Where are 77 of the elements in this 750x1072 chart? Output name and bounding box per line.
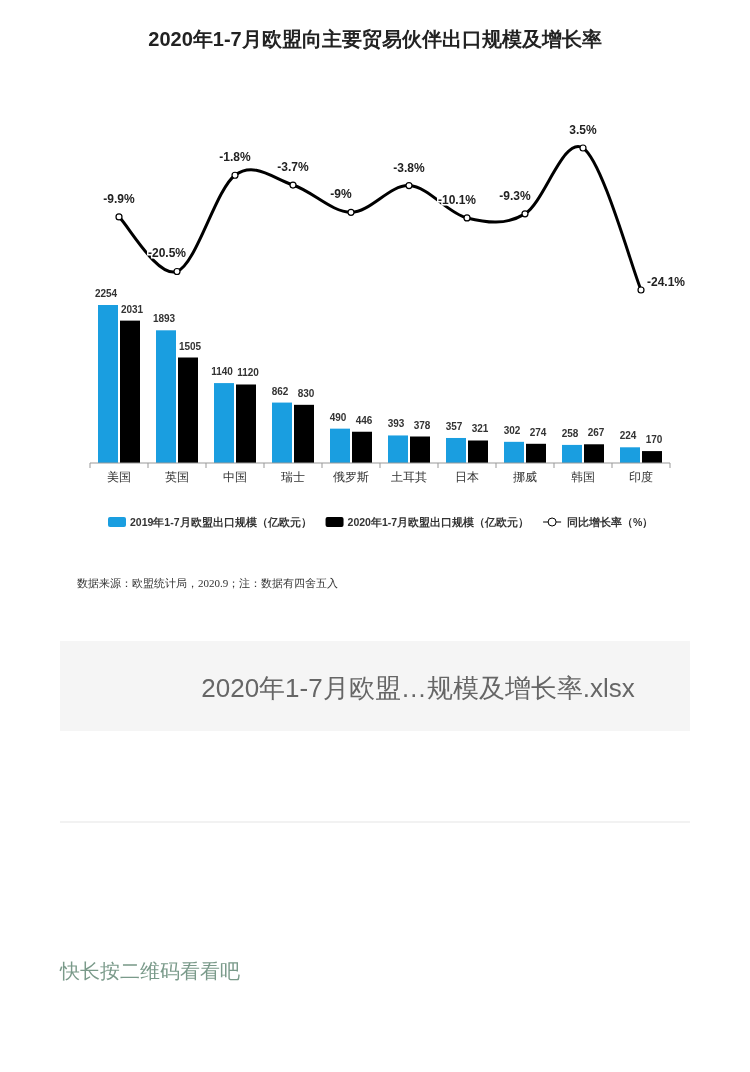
data-label: -9.3%: [499, 188, 531, 203]
x-tick-label: 印度: [629, 470, 653, 484]
bar: [214, 383, 234, 463]
bar: [388, 435, 408, 463]
bar: [178, 357, 198, 463]
data-label: -9.9%: [103, 191, 135, 206]
data-label: -20.5%: [147, 246, 187, 261]
x-tick-label: 挪威: [513, 470, 537, 484]
bar: [236, 384, 256, 463]
data-label: 224: [619, 430, 637, 442]
text: 快长按二维码看看吧: [59, 960, 240, 982]
data-label: 830: [297, 387, 315, 399]
bar: [468, 440, 488, 463]
data-label: 1140: [211, 366, 234, 378]
point: [463, 214, 471, 222]
x-tick-label: 韩国: [571, 470, 595, 484]
data-label: 490: [329, 411, 347, 423]
data-label: 321: [471, 423, 489, 435]
data-label: 302: [503, 424, 521, 436]
point: [579, 144, 587, 152]
x-tick-label: 俄罗斯: [333, 470, 369, 484]
point: [405, 181, 413, 190]
bar: [120, 320, 140, 463]
x-tick-label: 英国: [165, 470, 189, 484]
data-label: 357: [445, 420, 463, 432]
legend-label: 2020年1-7月欧盟出口规模（亿欧元）: [347, 516, 530, 529]
data-label: 1893: [152, 313, 176, 325]
point: [289, 181, 297, 189]
x-tick-label: 瑞士: [281, 470, 305, 484]
data-label: 170: [645, 434, 663, 446]
data-label: -10.1%: [437, 192, 477, 207]
bar: [330, 428, 350, 463]
bar: [562, 444, 582, 463]
bar: [504, 441, 524, 463]
data-label: 1505: [178, 340, 202, 352]
x-tick-label: 土耳其: [391, 470, 427, 484]
source-note: 数据来源：欧盟统计局，2020.9；注：数据有四舍五入: [77, 577, 339, 589]
bar: [294, 404, 314, 463]
data-label: -9%: [330, 187, 352, 202]
point: [521, 210, 529, 218]
data-label: 274: [529, 426, 547, 438]
data-label: 393: [387, 418, 405, 430]
data-label: 267: [587, 427, 605, 439]
data-label: 862: [271, 385, 289, 397]
data-label: -1.8%: [219, 150, 251, 165]
text: 2020年1-7月欧盟…规模及增长率.xlsx: [201, 673, 635, 703]
x-tick-label: 日本: [455, 470, 479, 484]
bar: [584, 444, 604, 463]
bar: [526, 443, 546, 463]
point: [347, 208, 355, 216]
data-label: 2031: [120, 303, 144, 315]
point: [637, 286, 645, 294]
x-tick-label: 美国: [107, 470, 131, 484]
x-tick-label: 中国: [223, 470, 247, 484]
bar: [642, 451, 662, 463]
data-label: -24.1%: [647, 275, 686, 289]
data-label: 3.5%: [569, 123, 597, 137]
bar: [272, 402, 292, 463]
point: [231, 171, 239, 179]
legend-label: 2019年1-7月欧盟出口规模（亿欧元）: [130, 516, 312, 529]
bar: [352, 431, 372, 463]
data-label: -3.8%: [393, 160, 425, 175]
bar: [98, 305, 118, 463]
bar: [410, 436, 430, 463]
data-label: 446: [355, 414, 373, 426]
bar: [446, 437, 466, 463]
data-label: 258: [561, 427, 579, 439]
legend-label: 同比增长率（%）: [567, 516, 654, 529]
data-label: -3.7%: [277, 160, 309, 175]
chart-title: 2020年1-7月欧盟向主要贸易伙伴出口规模及增长率: [148, 28, 602, 50]
data-label: 378: [413, 419, 431, 431]
bar: [156, 330, 176, 463]
data-label: 1120: [237, 367, 260, 379]
point: [173, 267, 181, 276]
bar: [620, 447, 640, 463]
point: [115, 213, 123, 221]
data-label: 2254: [94, 288, 118, 299]
